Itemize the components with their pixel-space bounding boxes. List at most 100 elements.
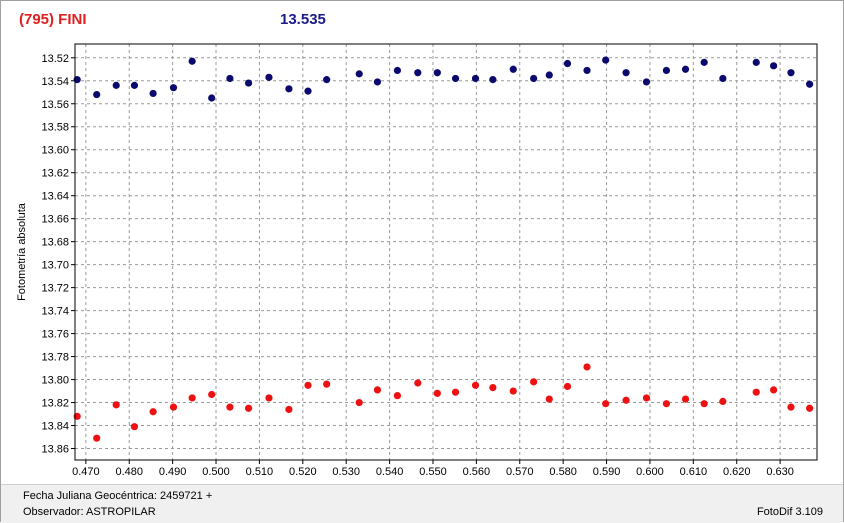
data-point-lower xyxy=(373,386,382,394)
x-tick-label: 0.600 xyxy=(636,466,664,478)
data-point-lower xyxy=(208,390,216,399)
plot-area-border xyxy=(74,43,818,461)
data-point-lower xyxy=(93,434,101,442)
data-point-lower xyxy=(304,381,312,389)
y-tick-label: 13.56 xyxy=(41,99,69,111)
data-point-upper xyxy=(509,65,517,73)
data-point-lower xyxy=(545,395,553,403)
data-point-upper xyxy=(323,76,331,84)
x-tick-label: 0.560 xyxy=(463,466,491,478)
y-tick-label: 13.58 xyxy=(41,122,69,134)
data-point-lower xyxy=(489,384,497,392)
data-point-upper xyxy=(489,76,497,84)
data-point-upper xyxy=(642,78,651,86)
data-point-upper xyxy=(208,94,216,102)
data-point-upper xyxy=(451,74,460,83)
y-axis-ticks: 13.52 13.54 13.56 13.58 13.60 13.62 13.64 13.66… xyxy=(41,53,75,456)
x-tick-label: 0.580 xyxy=(549,466,577,478)
data-point-lower xyxy=(414,379,422,387)
data-point-lower xyxy=(787,403,795,411)
data-point-upper xyxy=(787,69,795,77)
data-point-upper xyxy=(602,56,610,64)
x-tick-label: 0.510 xyxy=(246,466,274,478)
data-point-lower xyxy=(602,400,610,408)
data-point-lower xyxy=(149,408,157,416)
y-tick-label: 13.72 xyxy=(41,283,69,295)
data-point-upper xyxy=(285,85,293,93)
x-tick-label: 0.610 xyxy=(680,466,708,478)
x-tick-label: 0.530 xyxy=(332,466,360,478)
data-point-lower xyxy=(662,400,671,408)
data-point-upper xyxy=(806,80,814,88)
x-tick-label: 0.590 xyxy=(593,466,621,478)
object-name-title: (795) FINI xyxy=(19,11,87,28)
data-point-lower xyxy=(323,380,331,388)
y-tick-label: 13.76 xyxy=(41,329,69,341)
data-point-lower xyxy=(642,394,651,402)
data-point-lower xyxy=(471,381,480,389)
y-tick-label: 13.66 xyxy=(41,214,69,226)
y-tick-label: 13.52 xyxy=(41,53,69,65)
x-tick-label: 0.540 xyxy=(376,466,404,478)
data-point-lower xyxy=(530,378,538,386)
data-point-lower xyxy=(622,396,630,404)
data-point-upper xyxy=(93,90,101,99)
data-point-upper xyxy=(471,74,480,83)
julian-date-label: Fecha Juliana Geocéntrica: 2459721 + xyxy=(23,490,213,502)
data-point-upper xyxy=(583,66,591,75)
data-point-lower xyxy=(244,404,253,412)
data-point-lower xyxy=(130,423,139,431)
data-point-upper xyxy=(130,81,139,89)
data-point-upper xyxy=(265,73,273,81)
x-tick-label: 0.490 xyxy=(159,466,187,478)
data-point-lower xyxy=(355,398,363,407)
data-point-lower xyxy=(285,405,293,414)
data-point-upper xyxy=(662,66,671,75)
x-tick-label: 0.630 xyxy=(766,466,794,478)
data-point-upper xyxy=(681,65,690,73)
y-tick-label: 13.62 xyxy=(41,168,69,180)
data-point-lower xyxy=(563,382,572,391)
data-point-lower xyxy=(681,395,690,403)
data-point-upper xyxy=(188,57,196,65)
data-point-lower xyxy=(226,403,234,411)
data-point-lower xyxy=(451,388,460,396)
data-point-lower xyxy=(169,403,178,411)
data-point-lower xyxy=(719,397,727,405)
y-tick-label: 13.68 xyxy=(41,237,69,249)
x-tick-label: 0.550 xyxy=(419,466,447,478)
data-point-upper xyxy=(770,62,778,70)
x-tick-label: 0.520 xyxy=(289,466,317,478)
x-tick-label: 0.500 xyxy=(202,466,230,478)
data-point-upper xyxy=(563,59,572,68)
data-point-lower xyxy=(583,363,591,371)
data-point-upper xyxy=(169,84,178,92)
data-point-upper xyxy=(530,74,538,83)
data-points xyxy=(73,56,814,442)
x-tick-label: 0.470 xyxy=(72,466,100,478)
data-point-upper xyxy=(545,71,553,79)
data-point-upper xyxy=(622,69,630,77)
lightcurve-plot: 13.52 13.54 13.56 13.58 13.60 13.62 13.64 13.66… xyxy=(16,43,818,478)
data-point-lower xyxy=(752,388,760,396)
y-tick-label: 13.74 xyxy=(41,306,69,318)
data-point-upper xyxy=(112,81,120,89)
data-point-upper xyxy=(433,69,441,77)
data-point-upper xyxy=(355,70,363,78)
y-tick-label: 13.70 xyxy=(41,260,69,272)
y-tick-label: 13.60 xyxy=(41,145,69,157)
data-point-lower xyxy=(806,404,814,412)
observer-label: Observador: ASTROPILAR xyxy=(23,506,156,518)
y-tick-label: 13.80 xyxy=(41,375,69,387)
grid-lines xyxy=(75,44,817,460)
data-point-upper xyxy=(700,58,708,66)
data-point-upper xyxy=(304,87,312,95)
data-point-lower xyxy=(509,387,517,395)
data-point-upper xyxy=(244,79,253,87)
data-point-lower xyxy=(770,386,778,394)
data-point-upper xyxy=(226,74,234,83)
status-footer: Fecha Juliana Geocéntrica: 2459721 + Obs… xyxy=(1,484,843,523)
y-tick-label: 13.86 xyxy=(41,444,69,456)
data-point-lower xyxy=(433,389,441,397)
data-point-lower xyxy=(112,401,120,409)
